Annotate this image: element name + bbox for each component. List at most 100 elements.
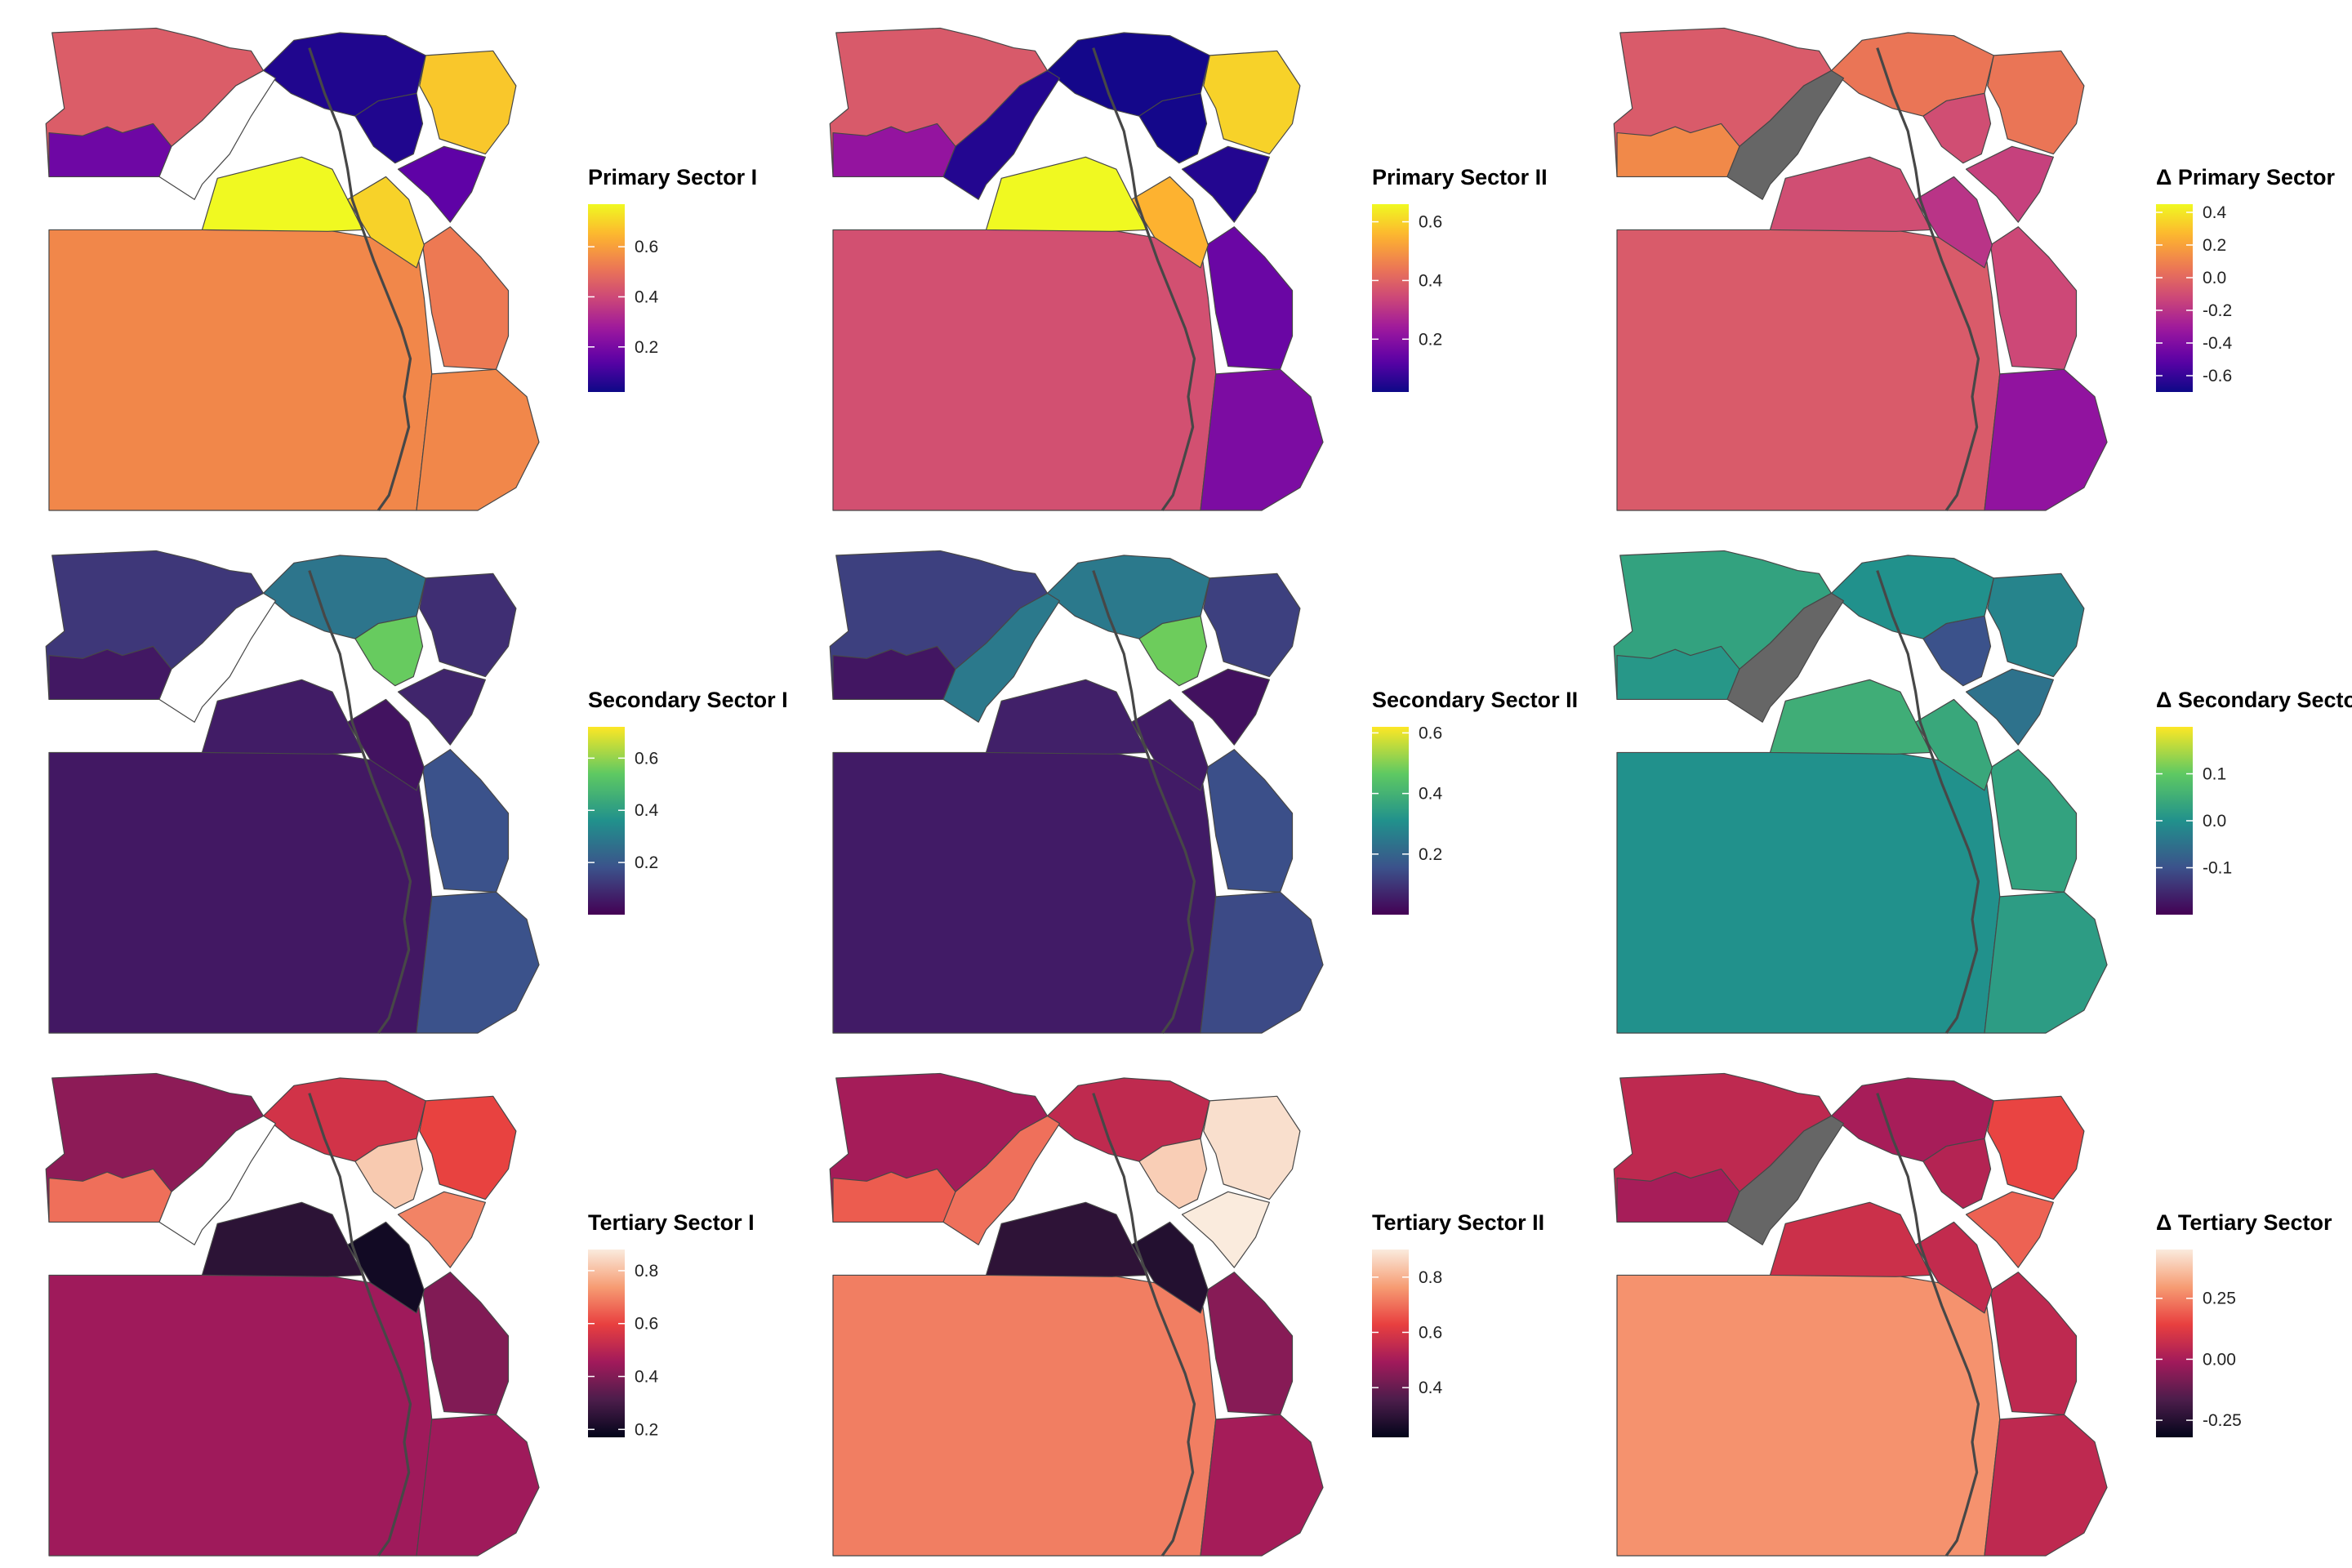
region-sinai-north	[1987, 1095, 2085, 1200]
region-south-east	[48, 229, 433, 511]
map-primary-sector-1	[45, 27, 540, 511]
region-canal	[1138, 615, 1208, 687]
legend-secondary-sector-1: Secondary Sector I 0.2 0.4 0.6	[588, 688, 788, 915]
region-red-sea-south	[416, 1414, 540, 1557]
map-delta-tertiary-sector	[1613, 1072, 2108, 1557]
map-panel-delta-primary-sector: Δ Primary Sector -0.6 -0.4 -0.2 0.0 0.2 0.4	[1613, 27, 2335, 511]
region-canal	[354, 615, 424, 687]
legend-tick-label: 0.0	[2203, 812, 2226, 831]
legend-tick-label: 0.1	[2203, 765, 2226, 784]
nile-river-line	[1876, 570, 1980, 1034]
region-nile-valley	[985, 679, 1147, 755]
legend-colorbar	[1372, 1250, 1409, 1437]
map-secondary-sector-2	[829, 550, 1324, 1034]
legend-title: Secondary Sector II	[1372, 688, 1578, 712]
region-red-sea-north	[1989, 749, 2078, 893]
nile-river-line	[1092, 1093, 1196, 1557]
region-canal	[1922, 615, 1992, 687]
region-south-east	[1616, 229, 2001, 511]
region-sinai-south	[1181, 1191, 1270, 1268]
legend-colorbar	[2156, 1250, 2193, 1437]
legend-colorbar	[588, 204, 625, 392]
region-nile-valley	[1769, 156, 1931, 232]
region-oasis	[1726, 69, 1845, 200]
region-sinai-south	[1965, 1191, 2054, 1268]
region-red-sea-north	[421, 1272, 510, 1415]
region-red-sea-north	[1205, 1272, 1294, 1415]
legend-tick-label: 0.4	[635, 1367, 659, 1386]
region-red-sea-north	[1989, 1272, 2078, 1415]
legend-tick-label: 0.8	[635, 1262, 658, 1281]
region-sinai-south	[397, 145, 486, 223]
nile-river-line	[308, 570, 412, 1034]
region-sinai-south	[397, 1191, 486, 1268]
region-oasis	[942, 592, 1061, 723]
region-sinai-north	[1203, 572, 1301, 678]
legend-tick-label: 0.25	[2203, 1290, 2236, 1308]
legend-tertiary-sector-1: Tertiary Sector I 0.2 0.4 0.6 0.8	[588, 1210, 755, 1439]
legend-primary-sector-1: Primary Sector I 0.2 0.4 0.6	[588, 165, 757, 392]
legend-tick-label: -0.6	[2203, 367, 2232, 385]
region-sinai-south	[1181, 145, 1270, 223]
nile-river-line	[1876, 47, 1980, 511]
legend-title: Secondary Sector I	[588, 688, 788, 712]
map-panel-primary-sector-2: Primary Sector II 0.2 0.4 0.6	[829, 27, 1548, 511]
region-nile-valley	[201, 1201, 363, 1277]
map-tertiary-sector-2	[829, 1072, 1324, 1557]
legend-delta-tertiary-sector: Δ Tertiary Sector -0.25 0.00 0.25	[2156, 1210, 2332, 1437]
map-panel-delta-secondary-sector: Δ Secondary Sector -0.1 0.0 0.1	[1613, 550, 2352, 1034]
region-nile-valley-2	[347, 1221, 425, 1314]
map-delta-secondary-sector	[1613, 550, 2108, 1034]
region-canal	[354, 92, 424, 164]
legend-secondary-sector-2: Secondary Sector II 0.2 0.4 0.6	[1372, 688, 1578, 915]
nile-river-line	[308, 47, 412, 511]
legend-tick-label: 0.6	[1419, 213, 1442, 232]
region-red-sea-north	[1205, 749, 1294, 893]
legend-colorbar	[588, 1250, 625, 1437]
legend-tertiary-sector-2: Tertiary Sector II 0.4 0.6 0.8	[1372, 1210, 1544, 1437]
legend-tick-label: 0.2	[635, 1420, 658, 1439]
region-nile-valley	[985, 1201, 1147, 1277]
region-nile-valley	[201, 156, 363, 232]
legend-tick-label: 0.0	[2203, 269, 2226, 287]
legend-tick-label: -0.25	[2203, 1411, 2242, 1430]
legend-tick-label: 0.2	[635, 853, 658, 872]
region-oasis	[158, 69, 277, 200]
region-nile-valley-2	[1915, 176, 1993, 269]
region-nile-valley-2	[1131, 176, 1209, 269]
map-delta-primary-sector	[1613, 27, 2108, 511]
region-nile-valley-2	[347, 176, 425, 269]
region-sinai-north	[1203, 50, 1301, 155]
legend-tick-label: 0.6	[635, 749, 658, 768]
legend-tick-label: 0.4	[635, 287, 659, 306]
legend-tick-label: 0.2	[1419, 845, 1442, 864]
region-red-sea-south	[1984, 1414, 2108, 1557]
legend-tick-label: -0.1	[2203, 859, 2232, 878]
legend-tick-label: 0.2	[635, 338, 658, 357]
region-canal	[354, 1138, 424, 1209]
region-red-sea-south	[416, 368, 540, 511]
region-oasis	[1726, 592, 1845, 723]
region-south-east	[832, 229, 1217, 511]
region-nile-valley	[1769, 679, 1931, 755]
region-sinai-north	[419, 50, 517, 155]
legend-tick-label: 0.4	[1419, 271, 1443, 290]
region-sinai-north	[1987, 50, 2085, 155]
region-sinai-north	[419, 1095, 517, 1200]
map-panel-secondary-sector-1: Secondary Sector I 0.2 0.4 0.6	[45, 550, 788, 1034]
nile-river-line	[308, 1093, 412, 1557]
region-south-east	[1616, 751, 2001, 1034]
region-canal	[1138, 92, 1208, 164]
legend-tick-label: 0.4	[635, 801, 659, 820]
region-sinai-north	[1203, 1095, 1301, 1200]
legend-tick-label: 0.2	[2203, 236, 2226, 255]
region-oasis	[1726, 1115, 1845, 1245]
map-secondary-sector-1	[45, 550, 540, 1034]
nile-river-line	[1092, 570, 1196, 1034]
legend-tick-label: 0.2	[1419, 330, 1442, 349]
legend-title: Primary Sector II	[1372, 165, 1548, 189]
region-red-sea-south	[1984, 891, 2108, 1034]
legend-tick-label: 0.4	[2203, 203, 2227, 222]
nile-river-line	[1876, 1093, 1980, 1557]
